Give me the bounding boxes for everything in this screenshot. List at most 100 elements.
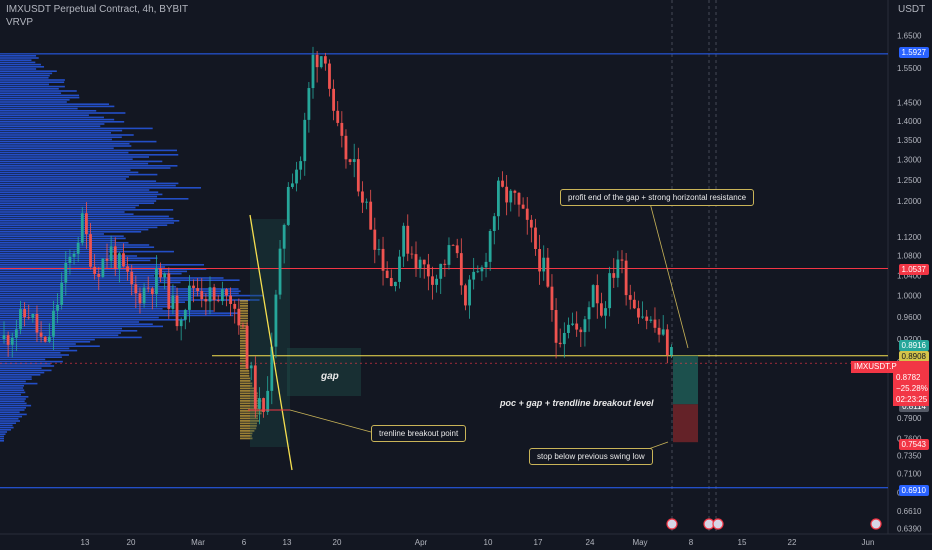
event-flag-icon xyxy=(870,518,882,530)
fixed-profile-bar xyxy=(240,410,265,412)
candle-body xyxy=(472,271,476,280)
y-tick-label: 0.9600 xyxy=(897,313,922,322)
candle-body xyxy=(542,257,546,272)
fixed-profile-bar xyxy=(240,340,249,342)
fixed-profile-bar xyxy=(240,320,249,322)
candle-body xyxy=(348,159,352,162)
candle-body xyxy=(171,295,175,309)
candle-body xyxy=(389,277,393,287)
volume-profile-bar xyxy=(0,92,62,94)
volume-profile-bar xyxy=(0,426,14,429)
candle-body xyxy=(344,135,348,160)
volume-profile-bar xyxy=(0,132,111,134)
candle-body xyxy=(167,273,171,309)
candle-body xyxy=(6,335,10,345)
fixed-profile-bar xyxy=(240,347,249,350)
volume-profile-bar xyxy=(0,376,32,378)
candle-body xyxy=(567,324,570,333)
candle-body xyxy=(212,287,216,301)
candle-body xyxy=(126,266,129,272)
indicator-label[interactable]: VRVP xyxy=(6,17,34,28)
candle-body xyxy=(637,308,640,318)
fixed-profile-bar xyxy=(240,365,249,367)
candle-body xyxy=(340,122,344,136)
volume-profile-bar xyxy=(0,257,158,259)
fixed-profile-bar xyxy=(240,302,248,305)
candle-body xyxy=(661,329,665,335)
y-tick-label: 0.7600 xyxy=(897,434,922,443)
volume-profile-bar xyxy=(0,292,239,295)
fixed-profile-bar xyxy=(240,385,253,387)
volume-profile-bar xyxy=(0,237,126,240)
current-symbol: IMXUSDT.P xyxy=(851,361,929,373)
volume-profile-bar xyxy=(0,409,25,411)
candle-body xyxy=(587,307,591,320)
volume-profile-bar xyxy=(0,253,109,255)
trendline xyxy=(249,214,293,471)
x-tick-label: 24 xyxy=(586,538,595,547)
volume-profile-bar xyxy=(0,96,80,99)
volume-profile-bar xyxy=(0,233,104,235)
candle-body xyxy=(604,308,607,316)
volume-profile-bar xyxy=(0,378,32,380)
volume-profile-bar xyxy=(0,110,97,112)
volume-profile-bar xyxy=(0,440,4,442)
candle-body xyxy=(220,289,224,302)
candle-body xyxy=(113,246,117,269)
fixed-profile-bar xyxy=(240,390,255,392)
volume-profile-bar xyxy=(0,433,6,435)
y-tick-label: 0.9200 xyxy=(897,335,922,344)
volume-profile-bar xyxy=(0,323,153,325)
candle-body xyxy=(138,293,142,304)
candle-body xyxy=(282,224,286,249)
volume-profile-bar xyxy=(0,259,151,262)
fixed-profile-bar xyxy=(240,425,257,427)
candle-body xyxy=(109,246,113,261)
candle-body xyxy=(649,319,653,321)
candle-body xyxy=(369,201,373,230)
y-tick-label: 0.7350 xyxy=(897,452,922,461)
volume-profile-bar xyxy=(0,321,140,323)
volume-profile-bar xyxy=(0,420,20,422)
fixed-profile-bar xyxy=(240,412,262,415)
volume-profile-bar xyxy=(0,356,62,358)
candle-body xyxy=(513,190,517,193)
volume-profile-bar xyxy=(0,255,138,257)
volume-profile-bar xyxy=(0,272,182,275)
volume-profile-bar xyxy=(0,407,27,409)
volume-profile-bar xyxy=(0,134,134,136)
volume-profile-bar xyxy=(0,184,176,187)
candle-body xyxy=(323,56,327,64)
fixed-profile-bar xyxy=(240,420,260,422)
candle-body xyxy=(101,258,105,277)
volume-profile-bar xyxy=(0,244,150,246)
candle-body xyxy=(616,259,620,278)
volume-profile-bar xyxy=(0,303,170,306)
trendline-annotation[interactable]: trenline breakout point xyxy=(371,425,467,442)
volume-profile-bar xyxy=(0,187,202,189)
candle-body xyxy=(150,288,154,295)
candle-body xyxy=(229,295,232,304)
volume-profile-bar xyxy=(0,63,41,66)
confluence-note: poc + gap + trendline breakout level xyxy=(500,398,654,408)
volume-profile-bar xyxy=(0,239,117,242)
resistance-annotation[interactable]: profit end of the gap + strong horizonta… xyxy=(560,189,755,206)
candle-body xyxy=(85,213,88,235)
volume-profile-bar xyxy=(0,83,49,86)
volume-profile-bar xyxy=(0,143,130,145)
candle-body xyxy=(299,161,303,170)
candle-body xyxy=(225,289,228,296)
fixed-profile-bar xyxy=(240,332,249,335)
current-countdown: 02:23:25 xyxy=(893,394,929,406)
candle-body xyxy=(657,327,661,335)
volume-profile-bar xyxy=(0,354,69,356)
candle-body xyxy=(93,266,97,275)
y-tick-label: 1.4000 xyxy=(897,117,922,126)
stop-annotation[interactable]: stop below previous swing low xyxy=(529,448,653,465)
candle-body xyxy=(52,310,55,337)
candle-body xyxy=(163,273,167,278)
y-tick-label: 1.0000 xyxy=(897,292,922,301)
candle-body xyxy=(80,213,84,243)
fixed-profile-bar xyxy=(240,437,253,440)
